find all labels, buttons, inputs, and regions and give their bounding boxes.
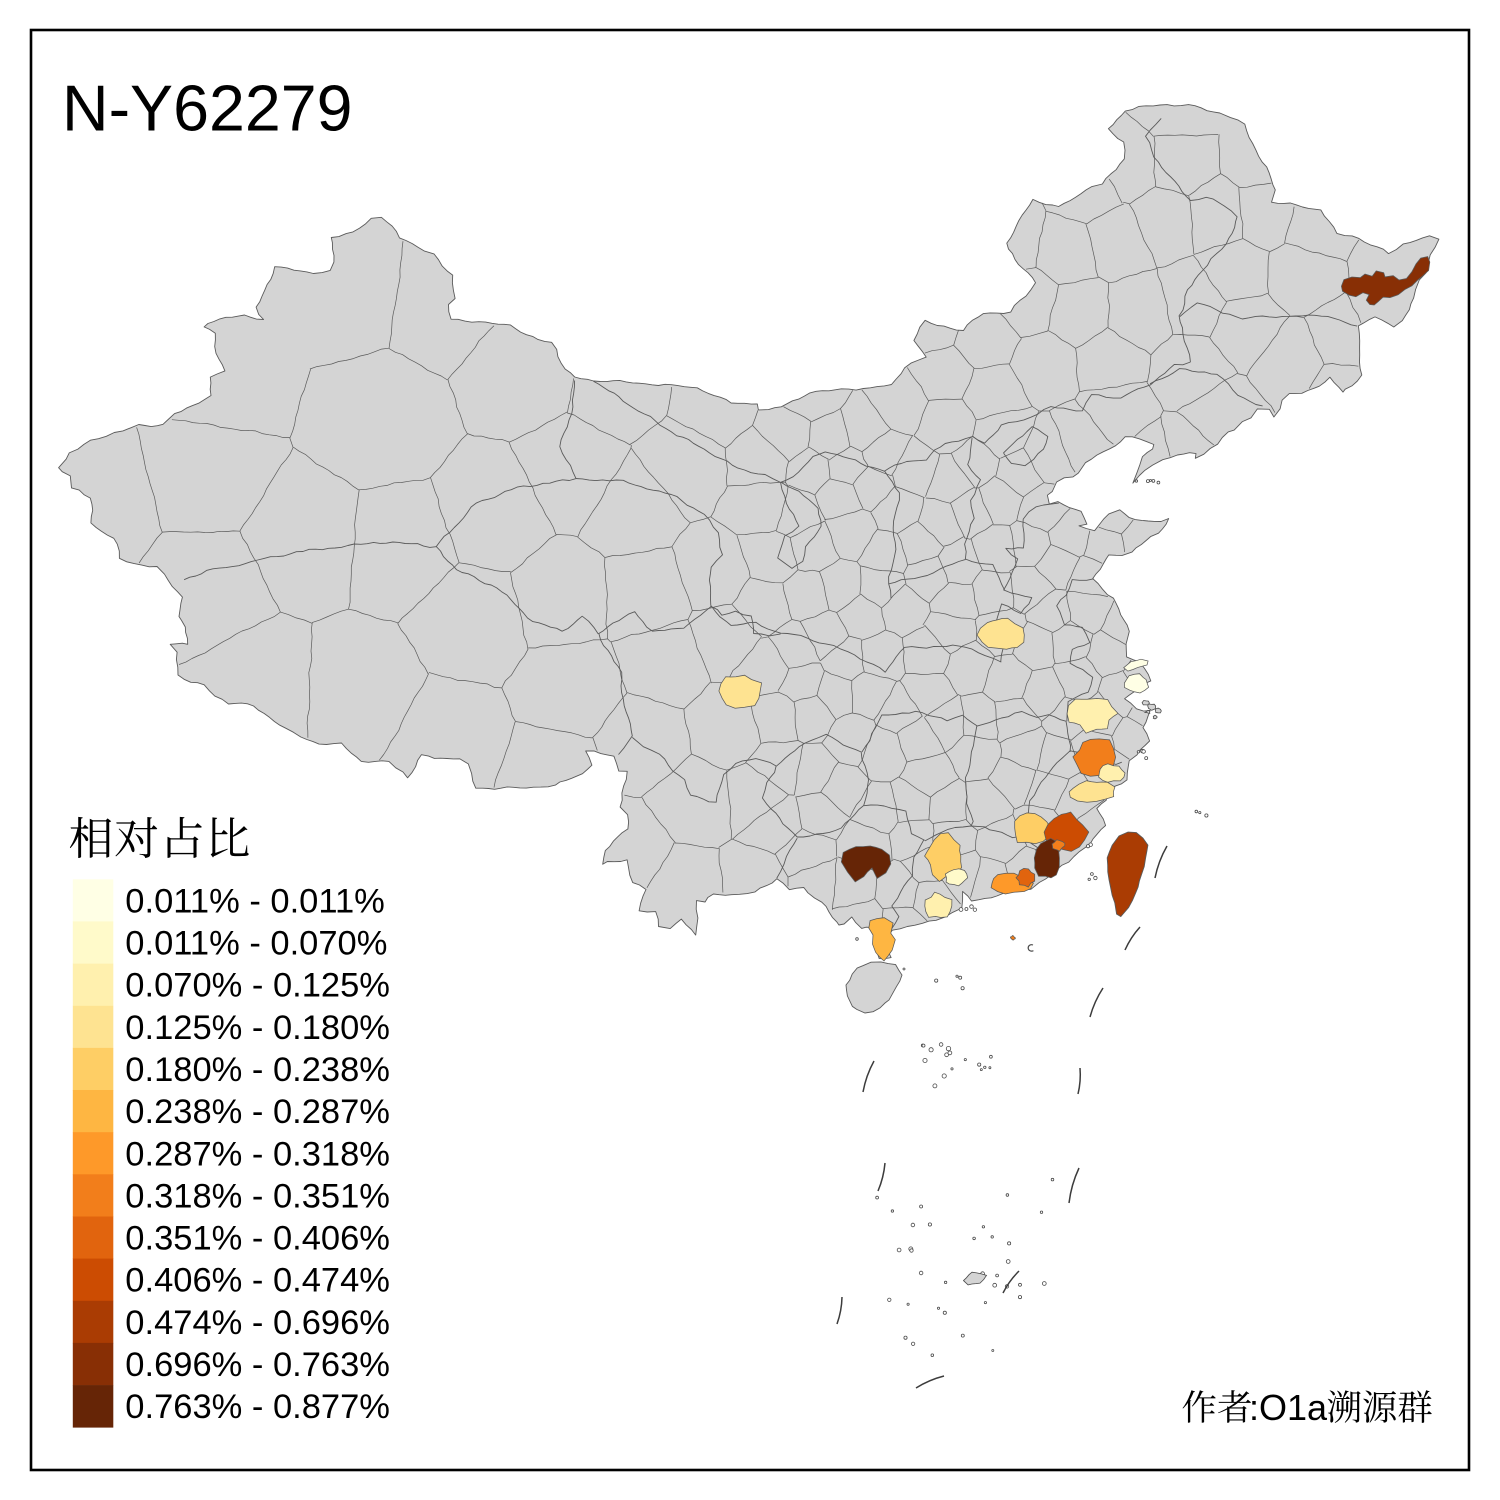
svg-text:0.474% - 0.696%: 0.474% - 0.696% bbox=[125, 1304, 390, 1342]
svg-text:0.287% - 0.318%: 0.287% - 0.318% bbox=[125, 1135, 390, 1173]
svg-text::O1a: :O1a bbox=[1249, 1387, 1328, 1428]
svg-text:0.763% - 0.877%: 0.763% - 0.877% bbox=[125, 1388, 390, 1426]
svg-text:0.238% - 0.287%: 0.238% - 0.287% bbox=[125, 1093, 390, 1131]
svg-text:0.180% - 0.238%: 0.180% - 0.238% bbox=[125, 1051, 390, 1089]
svg-text:0.011% - 0.070%: 0.011% - 0.070% bbox=[125, 925, 387, 963]
svg-text:0.125% - 0.180%: 0.125% - 0.180% bbox=[125, 1009, 390, 1047]
svg-text:N-Y62279: N-Y62279 bbox=[62, 73, 352, 145]
svg-text:0.696% - 0.763%: 0.696% - 0.763% bbox=[125, 1346, 390, 1384]
svg-text:0.351% - 0.406%: 0.351% - 0.406% bbox=[125, 1220, 390, 1258]
svg-text:0.318% - 0.351%: 0.318% - 0.351% bbox=[125, 1177, 390, 1215]
svg-text:0.406% - 0.474%: 0.406% - 0.474% bbox=[125, 1262, 390, 1300]
svg-text:0.011% - 0.011%: 0.011% - 0.011% bbox=[125, 882, 385, 920]
svg-text:0.070% - 0.125%: 0.070% - 0.125% bbox=[125, 967, 390, 1005]
